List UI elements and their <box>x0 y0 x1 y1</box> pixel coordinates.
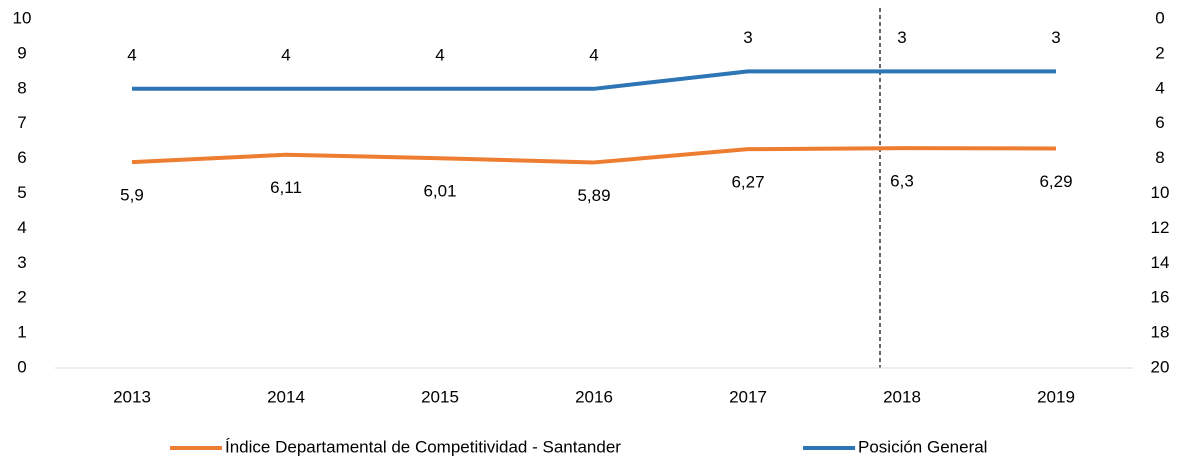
y-tick-label: 6 <box>17 148 26 167</box>
y-tick-label: 7 <box>17 113 26 132</box>
y-tick-label: 4 <box>17 218 26 237</box>
y-tick-label: 0 <box>17 357 26 376</box>
data-label: 6,3 <box>890 172 914 191</box>
y2-tick-label: 12 <box>1151 218 1170 237</box>
y-tick-label: 2 <box>17 288 26 307</box>
y-tick-label: 5 <box>17 183 26 202</box>
legend-label: Índice Departamental de Competitividad -… <box>225 437 621 456</box>
y2-tick-label: 20 <box>1151 357 1170 376</box>
x-tick-label: 2015 <box>421 387 459 406</box>
y-tick-label: 9 <box>17 43 26 62</box>
data-label: 6,27 <box>731 173 764 192</box>
data-label: 6,29 <box>1039 172 1072 191</box>
line <box>131 146 1057 165</box>
data-label: 4 <box>127 45 136 64</box>
y2-tick-label: 0 <box>1155 8 1164 27</box>
data-label: 3 <box>1051 28 1060 47</box>
y2-tick-label: 14 <box>1151 253 1170 272</box>
y2-tick-label: 2 <box>1155 43 1164 62</box>
y2-tick-label: 4 <box>1155 78 1164 97</box>
data-label: 6,11 <box>270 178 302 197</box>
y-tick-label: 3 <box>17 253 26 272</box>
x-tick-label: 2017 <box>729 387 767 406</box>
data-label: 3 <box>743 28 752 47</box>
data-label: 5,9 <box>120 186 144 205</box>
data-label: 4 <box>589 45 598 64</box>
y-tick-label: 10 <box>13 8 32 27</box>
y-tick-label: 1 <box>17 323 26 342</box>
y-tick-label: 8 <box>17 78 26 97</box>
y2-tick-label: 10 <box>1151 183 1170 202</box>
x-tick-label: 2013 <box>113 387 151 406</box>
x-tick-label: 2016 <box>575 387 613 406</box>
y2-tick-label: 16 <box>1151 288 1170 307</box>
data-label: 5,89 <box>577 186 610 205</box>
x-tick-label: 2014 <box>267 387 305 406</box>
y2-tick-label: 6 <box>1155 113 1164 132</box>
x-tick-label: 2018 <box>883 387 921 406</box>
legend-label: Posición General <box>858 437 987 456</box>
line <box>132 69 1056 91</box>
x-tick-label: 2019 <box>1037 387 1075 406</box>
data-label: 3 <box>897 28 906 47</box>
data-label: 4 <box>435 45 444 64</box>
y2-tick-label: 8 <box>1155 148 1164 167</box>
data-label: 6,01 <box>423 182 456 201</box>
data-label: 4 <box>281 45 290 64</box>
y2-tick-label: 18 <box>1151 323 1170 342</box>
